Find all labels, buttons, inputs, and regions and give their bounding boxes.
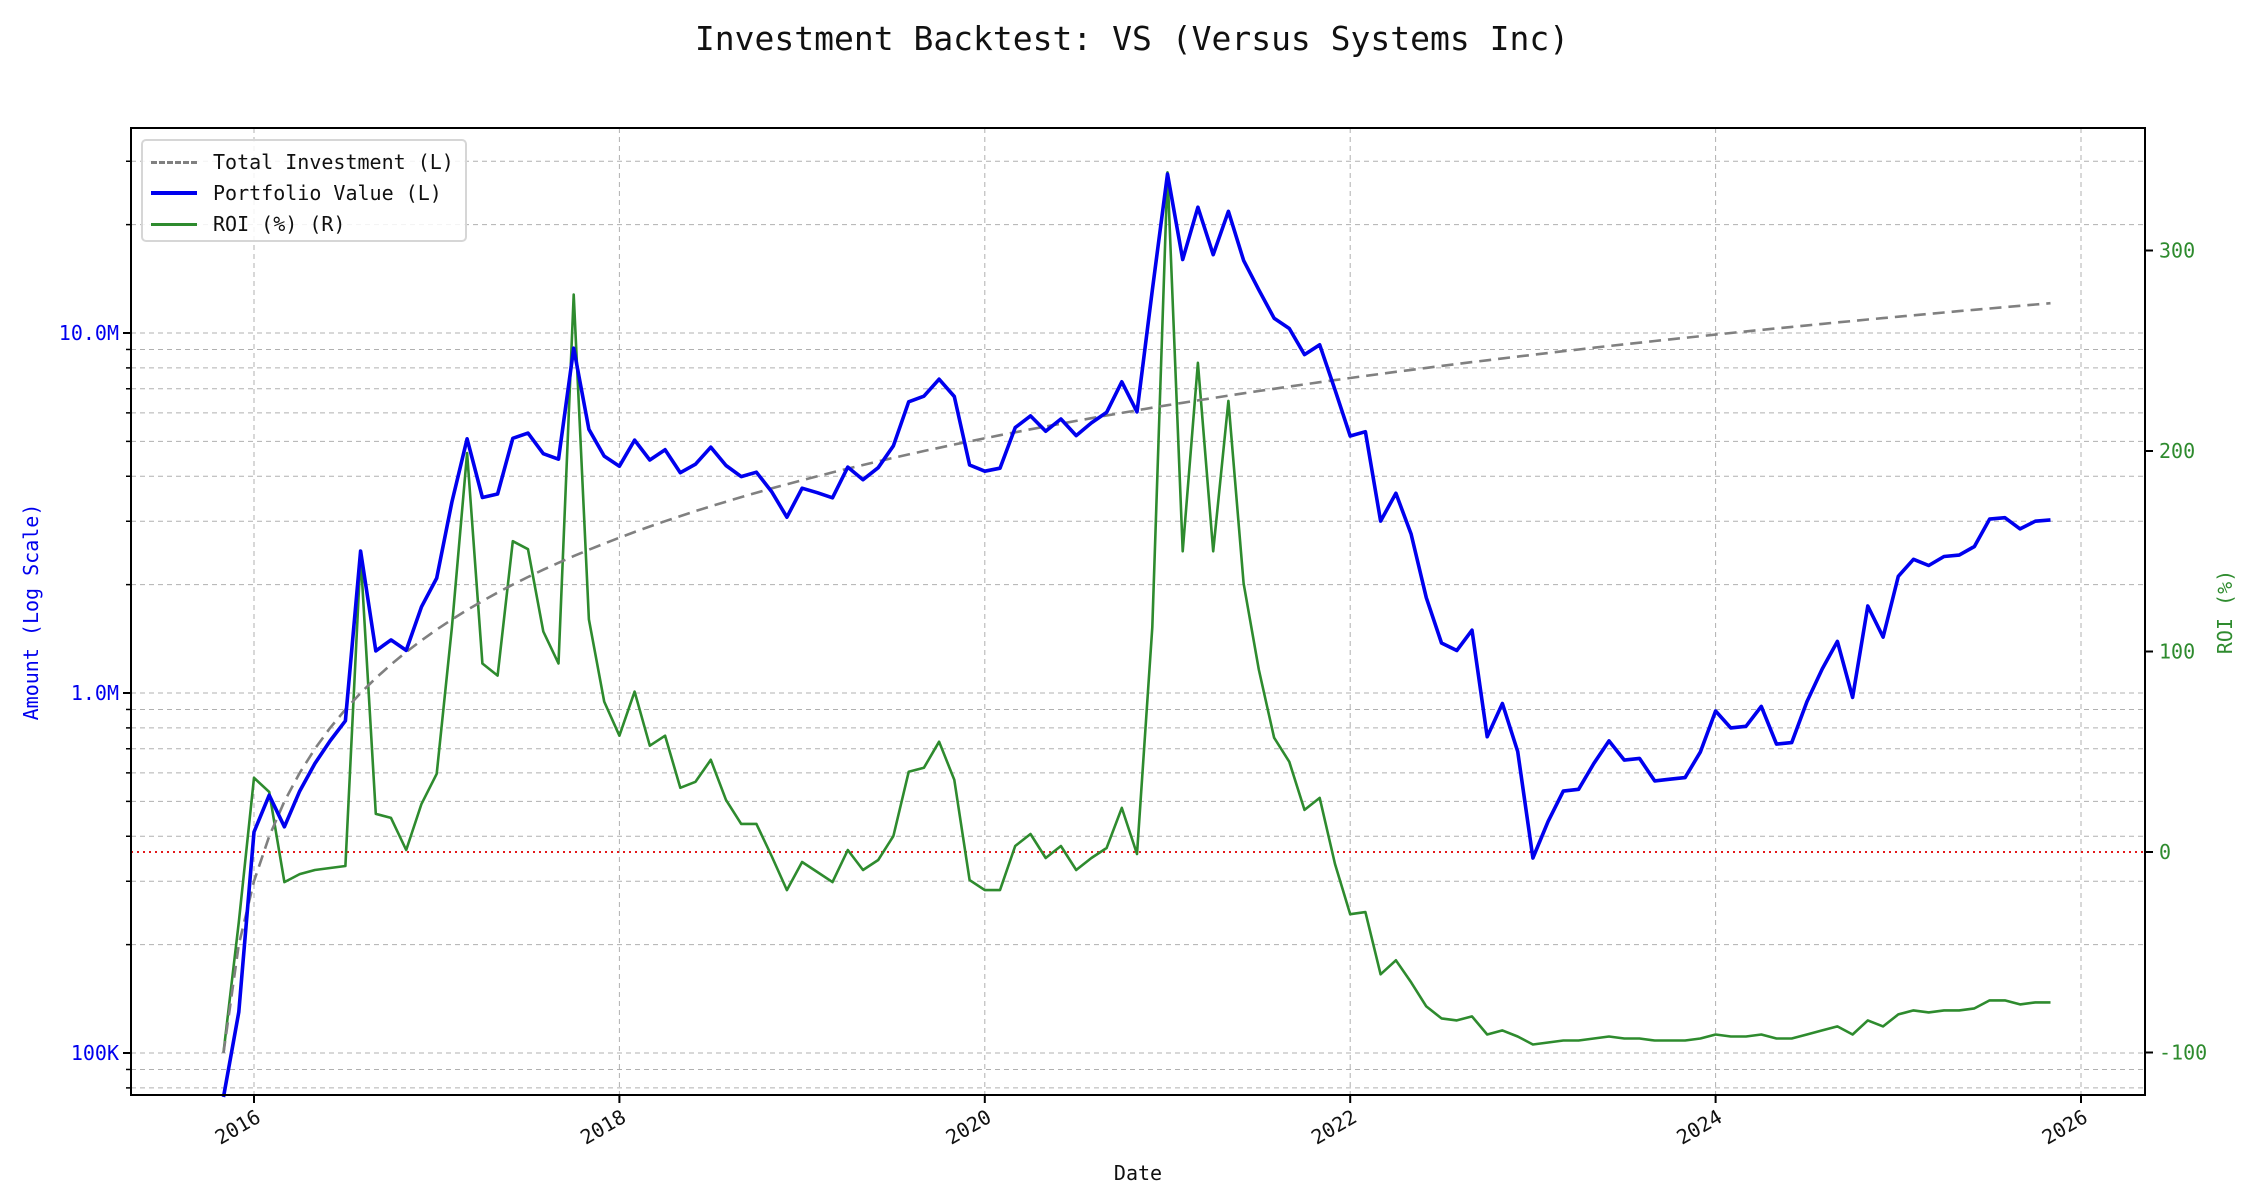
- chart-title: Investment Backtest: VS (Versus Systems …: [695, 19, 1569, 58]
- legend-label: Portfolio Value (L): [213, 181, 442, 205]
- y-axis-left-label: Amount (Log Scale): [19, 504, 43, 721]
- y-left-tick-label: 10.0M: [59, 321, 119, 345]
- legend-item-roi: ROI (%) (R): [151, 209, 345, 239]
- y-right-tick-label: 100: [2159, 640, 2195, 664]
- x-tick-label: 2026: [2038, 1105, 2092, 1150]
- y-right-tick-label: 0: [2159, 840, 2171, 864]
- y-right-tick-label: 200: [2159, 439, 2195, 463]
- y-left-tick-label: 1.0M: [71, 681, 119, 705]
- legend-swatch-dashed-gray: [151, 160, 197, 164]
- plot-lines: [131, 171, 2145, 1098]
- x-tick-label: 2016: [211, 1105, 265, 1150]
- x-tick-label: 2018: [576, 1105, 630, 1150]
- legend-item-portfolio-value: Portfolio Value (L): [151, 178, 442, 208]
- legend-item-total-investment: Total Investment (L): [151, 147, 454, 177]
- plot-frame: [130, 127, 2146, 1096]
- portfolio-value-line: [221, 172, 2051, 1098]
- legend-label: ROI (%) (R): [213, 212, 346, 236]
- legend-label: Total Investment (L): [213, 150, 454, 174]
- y-right-tick-label: -100: [2159, 1041, 2207, 1065]
- axis-ticks: 2016 2018 2020 2022 2024 2026 100K 1.0M 10.0M -10…: [59, 160, 2207, 1150]
- x-axis-label: Date: [1114, 1161, 1162, 1185]
- roi-line: [222, 171, 2051, 1053]
- y-axis-right-label: ROI (%): [2213, 570, 2237, 654]
- x-tick-label: 2020: [942, 1105, 996, 1150]
- x-tick-label: 2022: [1307, 1105, 1361, 1150]
- legend-swatch-blue: [151, 191, 197, 195]
- total-investment-line: [222, 301, 2051, 1054]
- grid: [131, 128, 2145, 1095]
- legend-swatch-green: [151, 222, 197, 226]
- y-left-tick-label: 100K: [71, 1041, 119, 1065]
- legend: Total Investment (L) Portfolio Value (L)…: [141, 139, 467, 242]
- x-tick-label: 2024: [1672, 1105, 1726, 1150]
- y-right-tick-label: 300: [2159, 239, 2195, 263]
